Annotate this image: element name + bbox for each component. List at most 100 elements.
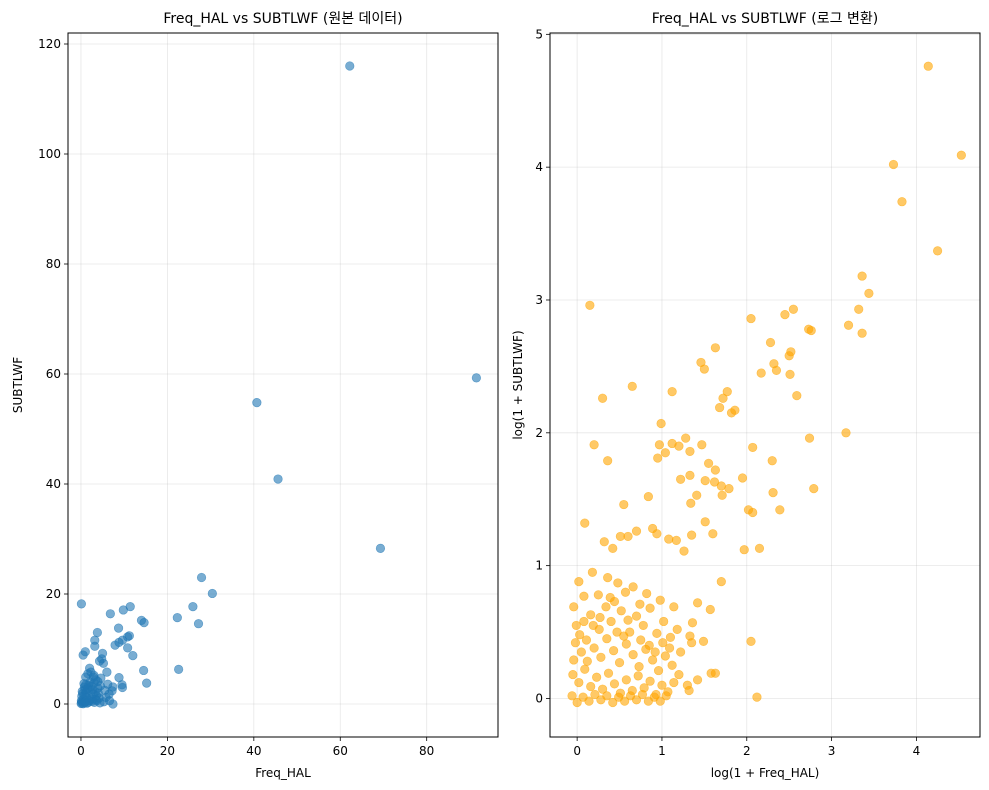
scatter-point — [667, 387, 677, 397]
scatter-point — [273, 474, 283, 484]
scatter-point — [605, 592, 615, 603]
scatter-point — [139, 617, 149, 628]
scatter-point — [207, 588, 217, 599]
scatter-points — [76, 61, 481, 709]
scatter-point — [570, 638, 581, 648]
scatter-point — [659, 616, 669, 627]
scatter-point — [652, 628, 662, 638]
scatter-point — [658, 638, 668, 648]
scatter-point — [665, 632, 676, 642]
x-axis-label: Freq_HAL — [255, 766, 311, 780]
scatter-point — [698, 636, 709, 646]
scatter-point — [746, 313, 756, 324]
axis-ticks: 0 20 40 60 80 0 20 40 60 80 100 120 — [38, 37, 434, 758]
x-tick-label: 20 — [160, 744, 175, 758]
x-tick-label: 60 — [333, 744, 348, 758]
y-tick-label: 1 — [535, 559, 543, 573]
scatter-point — [616, 606, 626, 616]
scatter-point — [687, 530, 697, 540]
scatter-point — [636, 635, 646, 645]
y-tick-label: 120 — [38, 37, 61, 51]
scatter-point — [602, 634, 612, 644]
y-tick-label: 100 — [38, 147, 61, 161]
scatter-point — [105, 609, 115, 619]
scatter-point — [597, 393, 608, 403]
scatter-point — [113, 623, 124, 633]
y-tick-label: 4 — [535, 160, 543, 174]
scatter-point — [923, 61, 933, 71]
scatter-point — [661, 691, 671, 701]
scatter-point — [655, 595, 665, 605]
scatter-point — [703, 458, 714, 468]
scatter-point — [579, 591, 589, 601]
scatter-point — [596, 652, 606, 662]
scatter-point — [625, 627, 635, 637]
scatter-point — [752, 692, 762, 702]
scatter-point — [595, 612, 605, 623]
scatter-point — [716, 576, 726, 587]
scatter-point — [375, 543, 386, 553]
scatter-point — [767, 456, 777, 466]
scatter-point — [684, 685, 694, 696]
scatter-point — [857, 271, 867, 281]
scatter-point — [841, 428, 851, 438]
scatter-point — [653, 665, 664, 676]
scatter-point — [612, 627, 622, 637]
scatter-point — [685, 470, 695, 480]
scatter-point — [108, 699, 118, 709]
scatter-point — [674, 441, 684, 451]
scatter-point — [569, 602, 579, 612]
scatter-point — [804, 433, 815, 443]
scatter-point — [621, 675, 631, 685]
scatter-point — [585, 300, 595, 310]
scatter-point — [687, 638, 697, 648]
scatter-point — [692, 490, 702, 500]
x-tick-label: 0 — [77, 744, 85, 758]
scatter-point — [635, 599, 645, 609]
scatter-point — [633, 671, 643, 681]
scatter-point — [587, 567, 598, 577]
scatter-point — [746, 636, 756, 646]
grid-lines — [68, 33, 498, 737]
scatter-point — [571, 620, 581, 631]
scatter-point — [710, 465, 720, 475]
scatter-point — [572, 697, 582, 708]
scatter-point — [196, 572, 207, 583]
scatter-point — [656, 418, 666, 429]
x-tick-label: 4 — [913, 744, 921, 758]
scatter-point — [932, 246, 943, 256]
scatter-point — [603, 573, 613, 583]
scatter-point — [669, 602, 679, 612]
scatter-point — [574, 576, 584, 587]
x-tick-label: 3 — [828, 744, 836, 758]
scatter-point — [697, 440, 707, 450]
scatter-point — [613, 578, 623, 588]
scatter-point — [667, 660, 677, 670]
scatter-point — [686, 498, 696, 508]
scatter-point — [653, 453, 663, 463]
scatter-point — [172, 613, 182, 623]
scatter-point — [628, 582, 638, 592]
chart-title: Freq_HAL vs SUBTLWF (원본 데이터) — [163, 11, 402, 27]
scatter-point — [567, 691, 577, 701]
scatter-point — [765, 337, 776, 348]
scatter-point — [193, 619, 204, 629]
scatter-point — [581, 635, 592, 645]
scatter-point — [709, 477, 720, 487]
y-tick-label: 40 — [46, 477, 61, 491]
scatter-point — [771, 365, 782, 375]
scatter-point — [608, 543, 618, 553]
x-tick-label: 0 — [573, 744, 581, 758]
y-axis-label: SUBTLWF — [11, 357, 25, 413]
scatter-point — [631, 695, 642, 705]
scatter-point — [648, 655, 658, 665]
y-tick-label: 5 — [535, 27, 543, 41]
scatter-point — [606, 616, 616, 627]
scatter-point — [188, 602, 198, 612]
scatter-point — [780, 310, 790, 320]
scatter-point — [737, 473, 748, 483]
scatter-point — [609, 679, 620, 689]
scatter-point — [623, 615, 633, 625]
scatter-point — [579, 616, 589, 627]
scatter-point — [471, 373, 481, 383]
